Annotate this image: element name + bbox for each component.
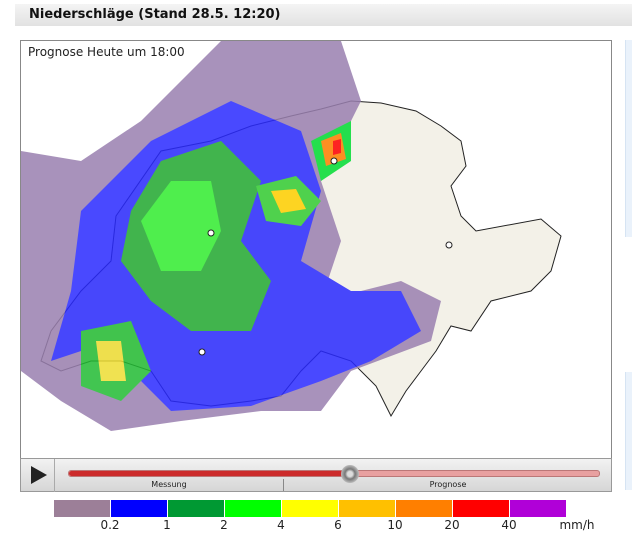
legend-label: 2 <box>220 518 228 532</box>
legend-label: 40 <box>501 518 517 532</box>
forecast-time-label: Prognose Heute um 18:00 <box>22 42 191 62</box>
header-title: Niederschläge (Stand 28.5. 12:20) <box>29 7 281 22</box>
legend-swatch <box>54 500 110 517</box>
legend-swatch <box>111 500 167 517</box>
segment-prognose: Prognose <box>429 480 467 489</box>
color-legend <box>54 500 567 517</box>
city-marker <box>445 241 453 249</box>
legend-swatch <box>339 500 395 517</box>
segment-messung: Messung <box>151 480 187 489</box>
side-panel <box>625 40 632 237</box>
legend-label: 6 <box>334 518 342 532</box>
legend-swatch <box>453 500 509 517</box>
city-marker <box>330 157 338 165</box>
legend-swatch <box>396 500 452 517</box>
timeline-handle[interactable] <box>340 465 359 483</box>
legend-swatch <box>225 500 281 517</box>
radar-map[interactable]: Prognose Heute um 18:00 <box>20 40 612 459</box>
legend-swatch <box>168 500 224 517</box>
legend-label: 0.2 <box>100 518 120 532</box>
legend-label: 4 <box>277 518 285 532</box>
timeline-slider[interactable] <box>68 465 600 483</box>
legend-swatch <box>510 500 566 517</box>
timeline-controls: Messung Prognose <box>20 458 612 492</box>
city-marker <box>198 348 206 356</box>
city-marker <box>207 229 215 237</box>
section-header: Niederschläge (Stand 28.5. 12:20) <box>15 4 632 26</box>
timeline-progress <box>69 471 350 476</box>
map-graphic <box>21 41 562 431</box>
side-panel <box>625 372 632 490</box>
legend-label: 1 <box>163 518 171 532</box>
legend-swatch <box>282 500 338 517</box>
play-button[interactable] <box>21 459 55 492</box>
legend-label: 10 <box>387 518 403 532</box>
segment-divider <box>283 479 284 491</box>
legend-label: 20 <box>444 518 460 532</box>
legend-unit: mm/h <box>559 518 595 532</box>
